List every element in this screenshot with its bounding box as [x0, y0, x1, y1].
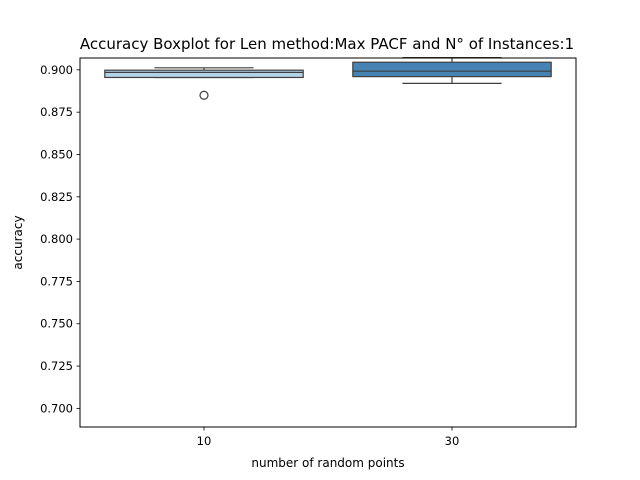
- box-30: [352, 61, 552, 78]
- outlier-point: [199, 90, 209, 100]
- y-tick-label: 0.725: [40, 359, 73, 373]
- box-10: [104, 69, 304, 79]
- x-tick-label: 30: [445, 434, 460, 448]
- y-tick-label: 0.750: [40, 317, 73, 331]
- y-tick-label: 0.775: [40, 274, 73, 288]
- y-axis-label: accuracy: [11, 215, 25, 269]
- plot-frame: [79, 57, 577, 428]
- y-tick-label: 0.800: [40, 232, 73, 246]
- y-tick-label: 0.875: [40, 105, 73, 119]
- y-tick-label: 0.900: [40, 63, 73, 77]
- y-tick-label: 0.825: [40, 190, 73, 204]
- y-tick-label: 0.700: [40, 401, 73, 415]
- x-tick-label: 10: [197, 434, 212, 448]
- plot-area: [104, 57, 552, 100]
- x-axis-label: number of random points: [251, 456, 404, 470]
- y-tick-label: 0.850: [40, 147, 73, 161]
- chart-title: Accuracy Boxplot for Len method:Max PACF…: [80, 35, 574, 53]
